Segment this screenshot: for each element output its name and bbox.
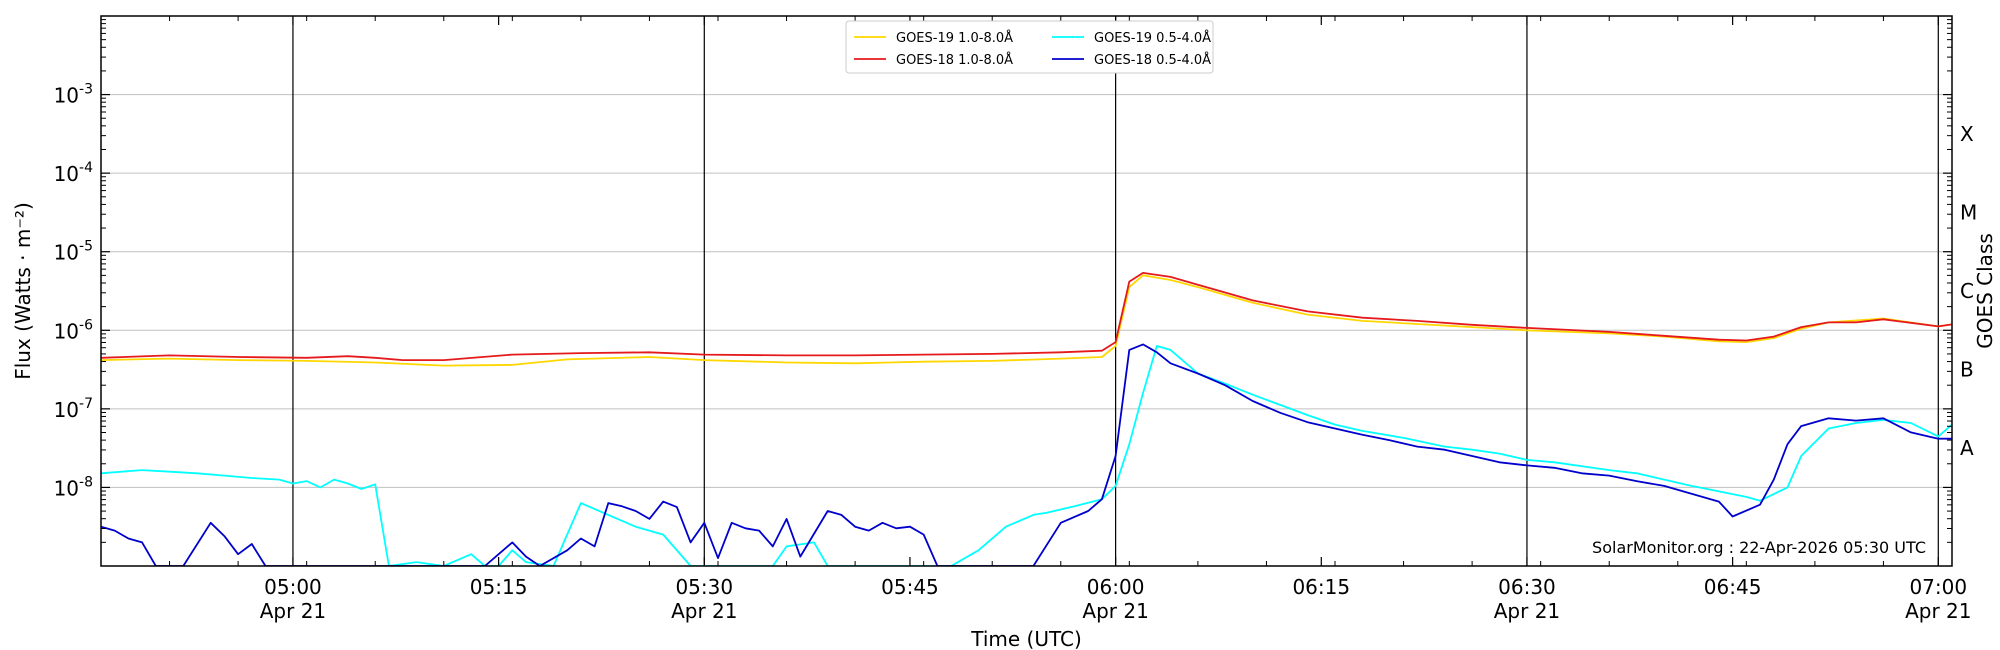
x-tick-label: 06:30 — [1498, 575, 1556, 599]
goes-class-label: M — [1960, 200, 1977, 224]
x-tick-date-label: Apr 21 — [1905, 599, 1971, 623]
series-line-2 — [101, 272, 1952, 361]
goes-class-labels: A B C M X — [1960, 122, 1977, 460]
y-tick-label: 10-3 — [54, 82, 93, 108]
legend-entry: GOES-19 1.0-8.0Å — [896, 30, 1013, 46]
x-tick-label: 06:15 — [1292, 575, 1350, 599]
legend: GOES-19 1.0-8.0Å GOES-19 0.5-4.0Å GOES-18 … — [845, 20, 1214, 74]
flux-series — [101, 272, 1952, 566]
x-tick-date-label: Apr 21 — [1082, 599, 1148, 623]
x-tick-label: 05:45 — [881, 575, 939, 599]
grid-lines — [101, 94, 1952, 488]
x-tick-label: 06:45 — [1704, 575, 1762, 599]
legend-box — [845, 20, 1214, 74]
x-tick-label: 05:30 — [675, 575, 733, 599]
series-line-4 — [101, 343, 1952, 566]
credit-text: SolarMonitor.org : 22-Apr-2026 05:30 UTC — [1592, 538, 1926, 557]
goes-class-label: X — [1960, 122, 1974, 146]
series-line-1 — [101, 274, 1952, 367]
y-axis-title: Flux (Watts · m⁻²) — [11, 202, 35, 380]
goes-class-label: A — [1960, 436, 1974, 460]
x-tick-date-label: Apr 21 — [671, 599, 737, 623]
x-tick-label: 06:00 — [1087, 575, 1145, 599]
y-tick-label: 10-5 — [54, 239, 93, 265]
legend-entry: GOES-18 0.5-4.0Å — [1094, 52, 1211, 68]
legend-entry: GOES-19 0.5-4.0Å — [1094, 30, 1211, 46]
x-tick-label: 05:15 — [470, 575, 528, 599]
x-tick-label: 05:00 — [264, 575, 322, 599]
x-tick-date-label: Apr 21 — [260, 599, 326, 623]
legend-entry: GOES-18 1.0-8.0Å — [896, 52, 1013, 68]
x-axis-title: Time (UTC) — [970, 627, 1082, 650]
y-tick-label: 10-4 — [54, 160, 94, 186]
goes-class-label: B — [1960, 358, 1974, 382]
day-marker-lines — [292, 16, 1939, 566]
y-tick-label: 10-6 — [54, 317, 94, 343]
x-tick-label: 07:00 — [1909, 575, 1967, 599]
y-tick-label: 10-7 — [54, 396, 93, 422]
y-tick-label: 10-8 — [54, 474, 93, 500]
right-axis-title: GOES Class — [1973, 233, 1997, 349]
plot-frame — [100, 15, 1953, 567]
x-tick-date-label: Apr 21 — [1494, 599, 1560, 623]
series-line-3 — [101, 345, 1952, 566]
goes-class-label: C — [1960, 279, 1974, 303]
